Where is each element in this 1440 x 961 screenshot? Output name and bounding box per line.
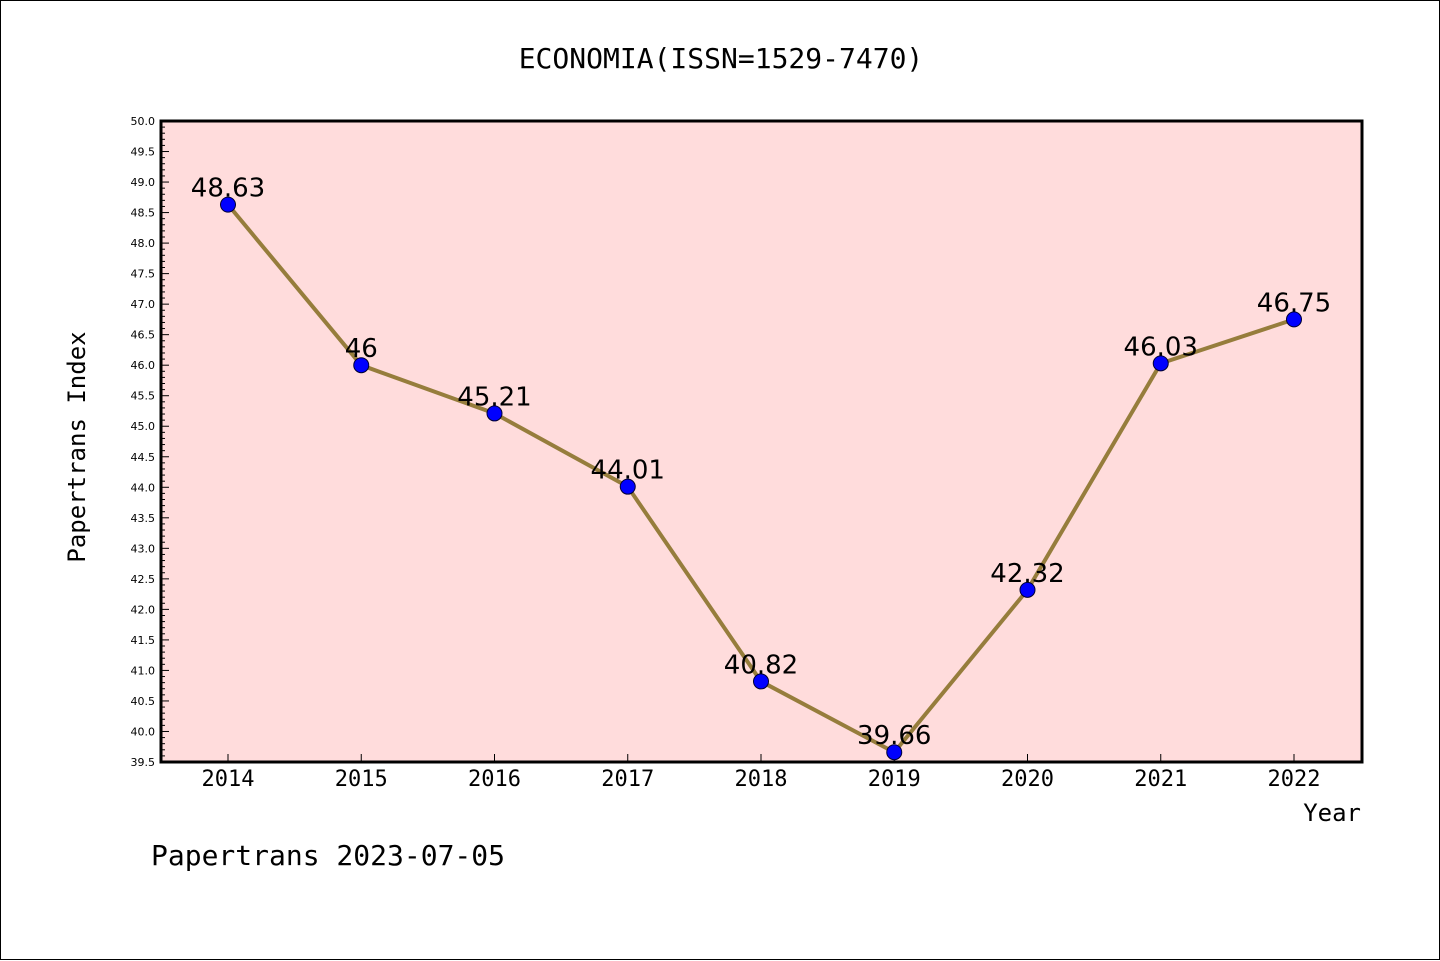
data-point bbox=[220, 196, 236, 213]
x-tick-label: 2019 bbox=[868, 767, 921, 792]
data-point bbox=[353, 357, 370, 374]
series-layer bbox=[220, 196, 1302, 761]
chart-title: ECONOMIA(ISSN=1529-7470) bbox=[519, 42, 924, 75]
y-tick-label: 40.0 bbox=[131, 725, 156, 738]
y-tick-label: 47.5 bbox=[131, 268, 156, 281]
data-label: 45.21 bbox=[457, 382, 531, 412]
y-tick-label: 41.5 bbox=[131, 634, 156, 647]
data-label: 42.32 bbox=[990, 559, 1064, 589]
data-label: 44.01 bbox=[591, 456, 665, 486]
x-tick-label: 2016 bbox=[468, 767, 521, 792]
y-tick-label: 39.5 bbox=[131, 756, 156, 769]
data-point bbox=[1152, 355, 1169, 372]
y-tick-label: 44.0 bbox=[131, 481, 156, 494]
data-point bbox=[486, 405, 503, 422]
x-tick-label: 2021 bbox=[1134, 767, 1187, 792]
y-tick-label: 43.0 bbox=[131, 542, 156, 555]
y-tick-label: 49.0 bbox=[131, 176, 156, 189]
y-tick-label: 44.5 bbox=[131, 451, 156, 464]
footer-credit: Papertrans 2023-07-05 bbox=[151, 839, 505, 872]
data-label: 46.75 bbox=[1257, 288, 1331, 318]
y-tick-label: 48.0 bbox=[131, 237, 156, 250]
x-tick-label: 2017 bbox=[601, 767, 654, 792]
y-tick-label: 49.5 bbox=[131, 146, 156, 159]
data-point bbox=[1286, 311, 1302, 328]
y-tick-label: 46.0 bbox=[131, 359, 156, 372]
x-tick-label: 2022 bbox=[1268, 767, 1321, 792]
x-axis: 2014 2015 2016 2017 2018 2019 2020 2021 2022 bbox=[202, 754, 1321, 792]
data-point bbox=[1019, 581, 1036, 598]
data-label: 48.63 bbox=[191, 174, 265, 204]
data-label: 39.66 bbox=[857, 721, 931, 751]
data-point bbox=[753, 673, 769, 690]
data-label: 40.82 bbox=[724, 650, 798, 680]
y-tick-label: 41.0 bbox=[131, 664, 156, 677]
data-label-layer: 48.63 46 45.21 44.01 40.82 39.66 42.32 46.03 46.… bbox=[191, 174, 1331, 752]
plot-area bbox=[159, 119, 1364, 764]
x-tick-label: 2018 bbox=[735, 767, 788, 792]
y-tick-label: 45.0 bbox=[131, 420, 156, 433]
x-tick-label: 2015 bbox=[335, 767, 388, 792]
y-tick-label: 40.5 bbox=[131, 695, 156, 708]
data-point bbox=[886, 744, 903, 761]
data-label: 46 bbox=[345, 334, 378, 364]
y-tick-label: 48.5 bbox=[131, 207, 156, 220]
data-label: 46.03 bbox=[1124, 332, 1198, 362]
y-tick-label: 42.0 bbox=[131, 603, 156, 616]
x-axis-label: Year bbox=[1303, 799, 1361, 827]
x-tick-label: 2020 bbox=[1001, 767, 1054, 792]
y-tick-label: 47.0 bbox=[131, 298, 156, 311]
y-axis-label: Papertrans Index bbox=[63, 331, 91, 562]
y-tick-label: 42.5 bbox=[131, 573, 156, 586]
y-axis: 39.5 40.0 40.5 41.0 41.5 42.0 42.5 43.0 43.5 44.0… bbox=[131, 115, 169, 769]
y-tick-label: 43.5 bbox=[131, 512, 156, 525]
y-tick-label: 46.5 bbox=[131, 329, 156, 342]
y-tick-label: 45.5 bbox=[131, 390, 156, 403]
y-tick-label: 50.0 bbox=[131, 115, 156, 128]
x-tick-label: 2014 bbox=[202, 767, 255, 792]
data-point bbox=[619, 478, 636, 495]
